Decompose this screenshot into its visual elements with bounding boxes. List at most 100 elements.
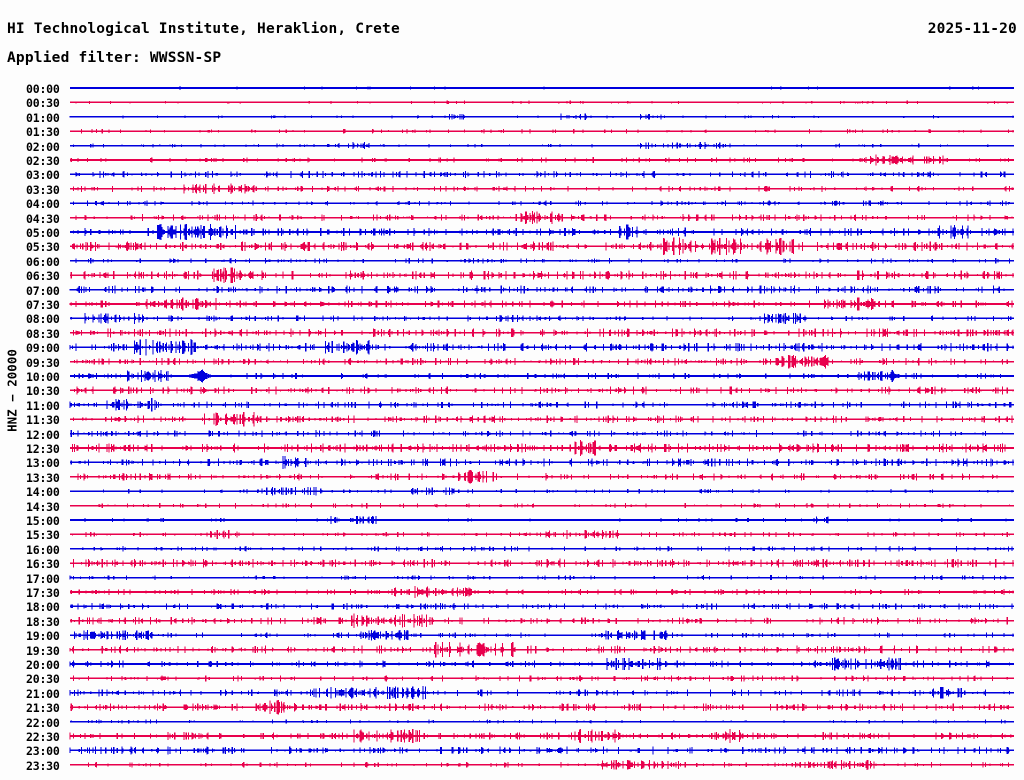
row-time-label: 00:30 — [26, 96, 60, 111]
row-time-label: 20:00 — [26, 658, 60, 672]
trace-row — [69, 339, 1014, 356]
row-time-label: 17:00 — [26, 571, 60, 586]
trace-row — [69, 657, 1012, 671]
trace-row — [75, 170, 1006, 178]
row-time-label: 03:00 — [26, 168, 60, 183]
trace-row — [72, 412, 1013, 427]
row-time-label: 12:00 — [26, 427, 60, 442]
page-title: HI Technological Institute, Heraklion, C… — [7, 21, 400, 37]
row-time-label: 16:00 — [26, 542, 60, 557]
row-time-label: 09:30 — [26, 355, 60, 370]
row-time-label: 14:30 — [26, 499, 60, 514]
trace-row — [70, 369, 1005, 383]
trace-row — [70, 719, 1013, 724]
trace-row — [72, 224, 1014, 240]
trace-row — [69, 285, 1005, 294]
row-time-label: 18:00 — [26, 600, 60, 615]
row-time-label: 21:00 — [26, 686, 60, 701]
trace-row — [74, 354, 1008, 369]
row-time-label: 04:00 — [26, 197, 60, 212]
row-time-label: 10:00 — [26, 370, 60, 384]
row-time-label: 20:30 — [26, 672, 60, 687]
trace-row — [70, 699, 1009, 715]
trace-row — [69, 398, 1012, 412]
row-time-label: 23:00 — [26, 744, 60, 759]
row-time-label: 17:30 — [26, 586, 60, 600]
row-time-label: 06:00 — [26, 254, 60, 269]
trace-row — [72, 675, 1008, 682]
row-time-label: 19:30 — [26, 643, 60, 658]
trace-row — [84, 515, 1013, 525]
trace-row — [80, 86, 1012, 90]
row-time-label: 06:30 — [26, 269, 60, 284]
trace-row — [70, 629, 1014, 641]
trace-row — [71, 759, 1009, 770]
trace-row — [95, 486, 1013, 496]
trace-row — [72, 558, 1014, 568]
trace-row — [69, 575, 1012, 580]
row-time-label: 22:00 — [26, 715, 60, 730]
row-time-label: 16:30 — [26, 557, 60, 572]
row-time-label: 13:00 — [26, 456, 60, 471]
row-time-label: 21:30 — [26, 701, 60, 716]
trace-row — [69, 641, 1014, 658]
trace-row — [70, 154, 1009, 166]
trace-row — [74, 386, 1014, 395]
trace-row — [70, 455, 1014, 469]
row-time-label: 01:00 — [26, 110, 60, 125]
filter-label: Applied filter: WWSSN-SP — [7, 50, 222, 66]
row-time-label: 15:00 — [26, 514, 60, 528]
seismic-event-marker — [189, 369, 213, 383]
trace-row — [74, 502, 1011, 509]
trace-row — [69, 297, 1013, 311]
row-time-label: 13:30 — [26, 470, 60, 485]
row-time-label: 08:30 — [26, 326, 60, 341]
trace-row — [72, 328, 1014, 338]
row-time-label: 01:30 — [26, 125, 60, 140]
row-time-label: 05:00 — [26, 226, 60, 240]
trace-row — [70, 613, 1008, 628]
trace-row — [70, 430, 1011, 437]
trace-row — [70, 267, 1014, 283]
row-time-label: 23:30 — [26, 758, 60, 773]
row-time-label: 18:30 — [26, 614, 60, 629]
trace-row — [70, 312, 1012, 324]
seismogram-traces — [69, 86, 1014, 770]
trace-row — [71, 529, 1011, 539]
trace-row — [77, 470, 1004, 484]
row-time-label: 14:00 — [26, 485, 60, 500]
trace-row — [75, 258, 1011, 264]
trace-row — [70, 440, 1014, 456]
row-time-label: 04:30 — [26, 211, 60, 226]
trace-row — [70, 586, 1014, 598]
record-date: 2025-11-20 — [927, 21, 1017, 37]
row-time-label: 15:30 — [26, 528, 60, 543]
row-time-label: 05:30 — [26, 240, 60, 255]
row-time-label: 02:30 — [26, 154, 60, 168]
trace-row — [72, 183, 1014, 194]
row-time-label: 09:00 — [26, 341, 60, 356]
trace-row — [72, 142, 1001, 150]
trace-row — [72, 200, 1011, 206]
trace-row — [69, 686, 1011, 700]
trace-row — [80, 128, 1014, 134]
trace-row — [72, 546, 1013, 552]
trace-row — [75, 211, 1013, 224]
row-time-label: 19:00 — [26, 629, 60, 644]
row-time-label: 07:00 — [26, 283, 60, 298]
trace-row — [71, 237, 1014, 256]
row-time-label: 00:00 — [26, 82, 60, 96]
trace-row — [69, 113, 1014, 120]
trace-row — [69, 728, 1012, 744]
header: HI Technological Institute, Heraklion, C… — [0, 0, 1024, 74]
row-time-label: 11:30 — [26, 413, 60, 428]
row-time-label: 08:00 — [26, 312, 60, 327]
row-time-label: 02:00 — [26, 139, 60, 154]
trace-row — [70, 603, 1013, 610]
row-time-label: 07:30 — [26, 298, 60, 312]
row-time-label: 12:30 — [26, 442, 60, 456]
trace-row — [69, 746, 1011, 755]
trace-row — [75, 100, 1008, 105]
row-time-label: 11:00 — [26, 398, 60, 413]
helicorder-plot: 00:00 00:30 01:00 01:30 02:00 02:30 03:00 03:30… — [0, 74, 1024, 780]
